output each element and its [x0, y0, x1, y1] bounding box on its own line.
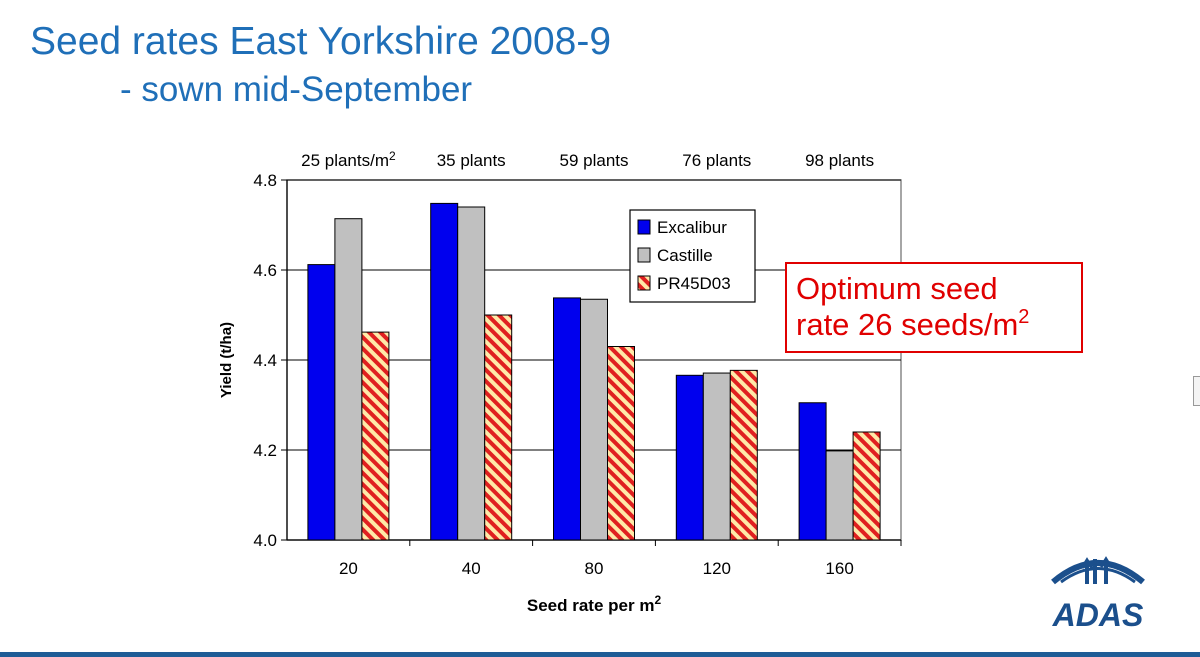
- bar-pr45d03: [729, 369, 758, 541]
- adas-logo: ADAS: [1051, 556, 1145, 630]
- bar-castille: [825, 450, 854, 541]
- x-tick-label: 40: [462, 559, 481, 578]
- slide-title: Seed rates East Yorkshire 2008-9: [30, 20, 612, 63]
- bar-excalibur: [675, 374, 704, 541]
- plant-density-label: 35 plants: [437, 151, 506, 170]
- callout-line-2-text: rate 26 seeds/m: [796, 307, 1019, 342]
- legend-label-castille: Castille: [657, 246, 713, 265]
- bar-pr45d03: [484, 314, 513, 541]
- bar-excalibur: [553, 297, 581, 541]
- y-tick-label: 4.6: [253, 261, 277, 280]
- x-axis-label: Seed rate per m2: [527, 593, 662, 615]
- legend-swatch-pr45d03: [637, 275, 651, 291]
- bar-pr45d03: [361, 331, 390, 541]
- bar-pr45d03: [607, 346, 635, 541]
- plant-density-superscript: 2: [389, 149, 396, 163]
- bar-excalibur: [798, 402, 827, 541]
- bar-excalibur: [430, 202, 459, 541]
- y-axis-label: Yield (t/ha): [218, 322, 235, 398]
- callout-line-2: rate 26 seeds/m2: [796, 307, 1081, 343]
- plant-density-label: 25 plants/m2: [301, 149, 396, 170]
- x-tick-label: 120: [703, 559, 731, 578]
- legend-swatch-castille: [637, 247, 651, 263]
- plant-density-label: 98 plants: [805, 151, 874, 170]
- callout-line-1: Optimum seed: [796, 271, 998, 306]
- legend-label-excalibur: Excalibur: [657, 218, 727, 237]
- x-tick-label: 160: [825, 559, 853, 578]
- slide-subtitle: - sown mid-September: [120, 70, 473, 109]
- legend-swatch-excalibur: [637, 219, 651, 235]
- bar-castille: [457, 206, 486, 541]
- bar-excalibur: [307, 264, 336, 541]
- adas-bridge-icon: [1051, 556, 1145, 585]
- x-tick-label: 80: [585, 559, 604, 578]
- callout-superscript: 2: [1018, 306, 1030, 328]
- y-tick-label: 4.4: [253, 351, 277, 370]
- y-tick-label: 4.2: [253, 441, 277, 460]
- footer-rule: [0, 652, 1200, 657]
- legend: [629, 209, 756, 303]
- bar-castille: [334, 218, 363, 541]
- x-tick-label: 20: [339, 559, 358, 578]
- x-axis-label-superscript: 2: [654, 593, 661, 607]
- y-tick-label: 4.8: [253, 171, 277, 190]
- bar-castille: [580, 298, 608, 541]
- optimum-seed-rate-callout: Optimum seed rate 26 seeds/m2: [785, 262, 1083, 353]
- bar-pr45d03: [852, 431, 881, 541]
- plant-density-label: 59 plants: [560, 151, 629, 170]
- legend-label-pr45d03: PR45D03: [657, 274, 731, 293]
- y-tick-label: 4.0: [253, 531, 277, 550]
- plant-density-label: 76 plants: [682, 151, 751, 170]
- bar-castille: [702, 372, 731, 541]
- slide-scroll-tab[interactable]: [1193, 376, 1200, 406]
- adas-logo-text: ADAS: [1052, 597, 1144, 630]
